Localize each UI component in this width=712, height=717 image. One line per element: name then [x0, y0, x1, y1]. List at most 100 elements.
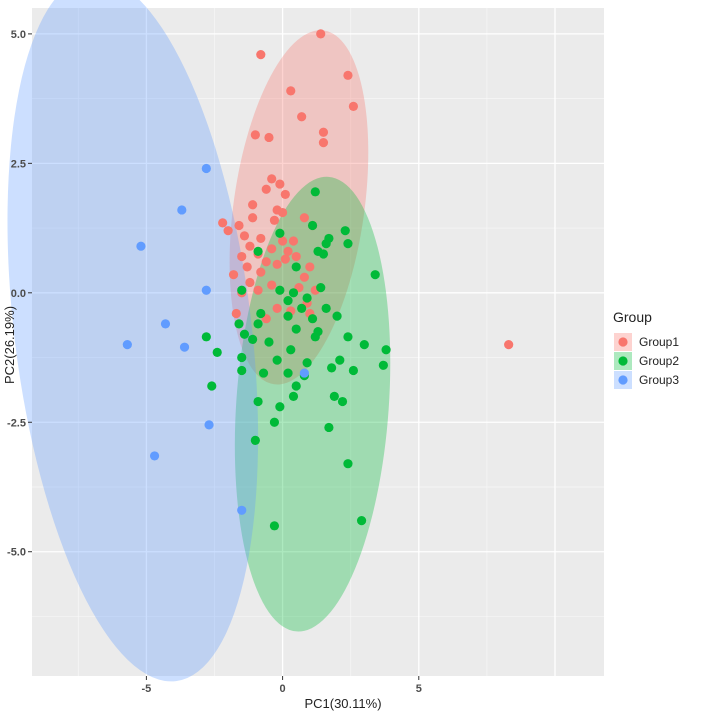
point-group2	[302, 293, 312, 303]
point-group1	[318, 127, 329, 137]
major-gridlines	[32, 8, 604, 676]
point-group2	[237, 285, 247, 295]
point-group1	[234, 220, 244, 231]
point-group1	[264, 132, 274, 143]
point-group1	[248, 213, 258, 223]
ellipse-group1	[229, 30, 369, 385]
point-group2	[234, 319, 244, 329]
point-group2	[343, 332, 353, 342]
point-group1	[280, 189, 290, 200]
point-group2	[286, 345, 296, 355]
point-group2	[253, 246, 263, 256]
legend-marker-group3	[618, 375, 628, 385]
legend-title: Group	[613, 309, 652, 325]
y-axis-title: PC2(26.19%)	[2, 306, 17, 384]
point-group2	[381, 345, 391, 355]
point-group1	[348, 101, 359, 111]
x-tick-label: -5	[142, 683, 152, 695]
point-group1	[253, 285, 263, 295]
point-group2	[269, 417, 280, 427]
point-group1	[239, 231, 250, 241]
point-group1	[272, 303, 282, 313]
point-group2	[250, 435, 260, 445]
legend-marker-group2	[618, 356, 628, 366]
point-group1	[286, 86, 296, 96]
point-group1	[272, 259, 282, 269]
point-group2	[302, 358, 312, 368]
point-group3	[237, 505, 247, 515]
minor-gridlines	[32, 8, 604, 676]
point-group1	[218, 218, 228, 228]
point-group2	[359, 339, 369, 350]
point-group2	[264, 337, 274, 347]
point-group2	[307, 220, 318, 231]
point-group1	[277, 207, 288, 218]
point-group3	[160, 319, 171, 329]
point-group2	[307, 314, 318, 324]
point-group1	[261, 184, 271, 194]
point-group2	[212, 347, 222, 357]
point-group2	[237, 365, 247, 376]
point-group1	[297, 112, 307, 122]
point-group1	[288, 236, 299, 246]
point-group1	[267, 280, 277, 290]
point-group2	[297, 303, 307, 313]
point-group1	[299, 213, 309, 223]
point-group2	[201, 332, 211, 342]
point-group2	[378, 360, 388, 370]
point-group2	[207, 381, 217, 391]
point-group3	[122, 339, 132, 350]
x-axis-title: PC1(30.11%)	[304, 696, 381, 711]
y-tick-label: 5.0	[11, 29, 26, 41]
point-group3	[179, 342, 190, 352]
point-group2	[239, 329, 250, 339]
point-group3	[177, 205, 187, 215]
point-group1	[318, 138, 329, 148]
point-group1	[237, 251, 247, 262]
point-group2	[370, 270, 380, 280]
point-group2	[356, 516, 367, 526]
point-group1	[261, 257, 271, 267]
point-group2	[272, 355, 282, 365]
x-tick-label: 0	[280, 683, 286, 695]
legend-label-group1: Group1	[639, 335, 679, 349]
point-group1	[275, 179, 285, 189]
point-group2	[283, 311, 293, 321]
point-group1	[228, 270, 239, 280]
point-group1	[223, 226, 233, 236]
ellipse-group3	[7, 0, 259, 682]
point-group2	[248, 334, 258, 345]
point-group2	[275, 228, 285, 238]
point-group1	[316, 29, 326, 39]
point-group1	[245, 241, 255, 251]
point-group2	[237, 352, 247, 363]
point-group2	[343, 239, 353, 249]
point-group2	[253, 396, 263, 407]
point-group2	[291, 381, 301, 391]
point-group2	[348, 365, 359, 376]
y-tick-label: 2.5	[11, 158, 26, 170]
point-group3	[136, 241, 146, 251]
point-group2	[318, 249, 329, 259]
point-group1	[277, 236, 288, 246]
point-group2	[275, 285, 285, 295]
point-group1	[305, 262, 315, 272]
point-group2	[310, 187, 320, 197]
point-group2	[329, 391, 339, 401]
data-points	[122, 29, 514, 531]
point-group3	[201, 163, 211, 174]
point-group3	[201, 285, 211, 295]
point-group1	[280, 254, 290, 264]
point-group1	[245, 277, 255, 288]
point-group2	[340, 226, 350, 236]
confidence-ellipses	[7, 0, 391, 682]
point-group1	[267, 174, 277, 184]
point-group1	[283, 246, 293, 256]
point-group2	[343, 459, 353, 469]
point-group2	[269, 521, 280, 531]
point-group2	[321, 303, 331, 313]
point-group1	[299, 272, 309, 282]
point-group2	[283, 368, 293, 378]
point-group2	[337, 396, 348, 407]
